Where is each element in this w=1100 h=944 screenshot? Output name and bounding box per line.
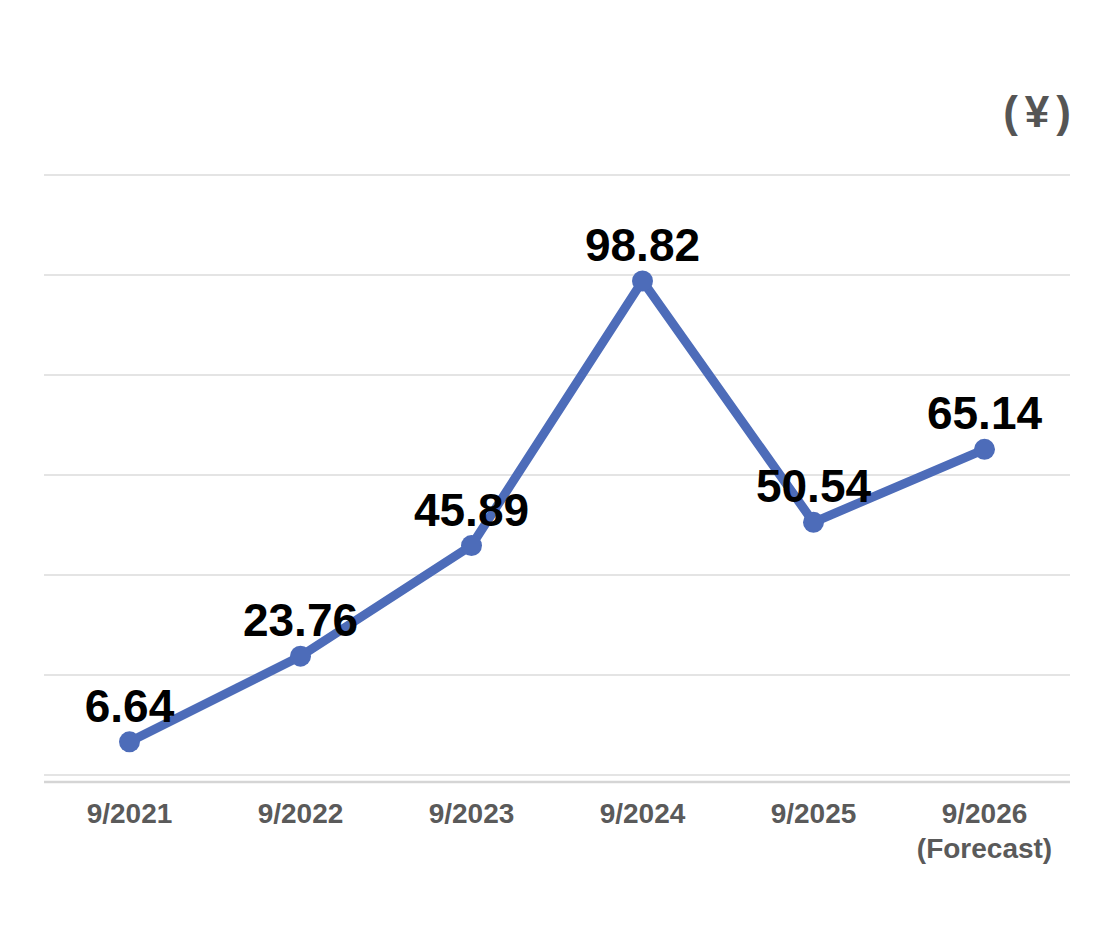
data-point-marker xyxy=(290,646,311,667)
data-point-marker xyxy=(803,512,824,533)
x-axis-sublabel: (Forecast) xyxy=(917,833,1052,864)
line-chart: (¥) 6.649/202123.769/202245.899/202398.8… xyxy=(0,0,1100,944)
x-axis-label: 9/2022 xyxy=(258,798,344,829)
data-point-marker xyxy=(632,270,653,291)
data-label: 6.64 xyxy=(85,680,175,732)
data-label: 50.54 xyxy=(756,460,872,512)
x-axis-label: 9/2025 xyxy=(771,798,857,829)
data-label: 45.89 xyxy=(414,484,529,536)
x-axis-label: 9/2024 xyxy=(600,798,686,829)
data-point-marker xyxy=(119,731,140,752)
x-axis-label: 9/2023 xyxy=(429,798,515,829)
x-axis-label: 9/2026 xyxy=(942,798,1028,829)
data-label: 65.14 xyxy=(927,387,1043,439)
data-label: 98.82 xyxy=(585,219,700,271)
data-point-marker xyxy=(461,535,482,556)
data-point-marker xyxy=(974,439,995,460)
data-label: 23.76 xyxy=(243,594,358,646)
x-axis-label: 9/2021 xyxy=(87,798,173,829)
chart-canvas: 6.64 9/2021 23.76 9/2022 45.89 9/2023 98.82 9/2… xyxy=(0,0,1100,944)
